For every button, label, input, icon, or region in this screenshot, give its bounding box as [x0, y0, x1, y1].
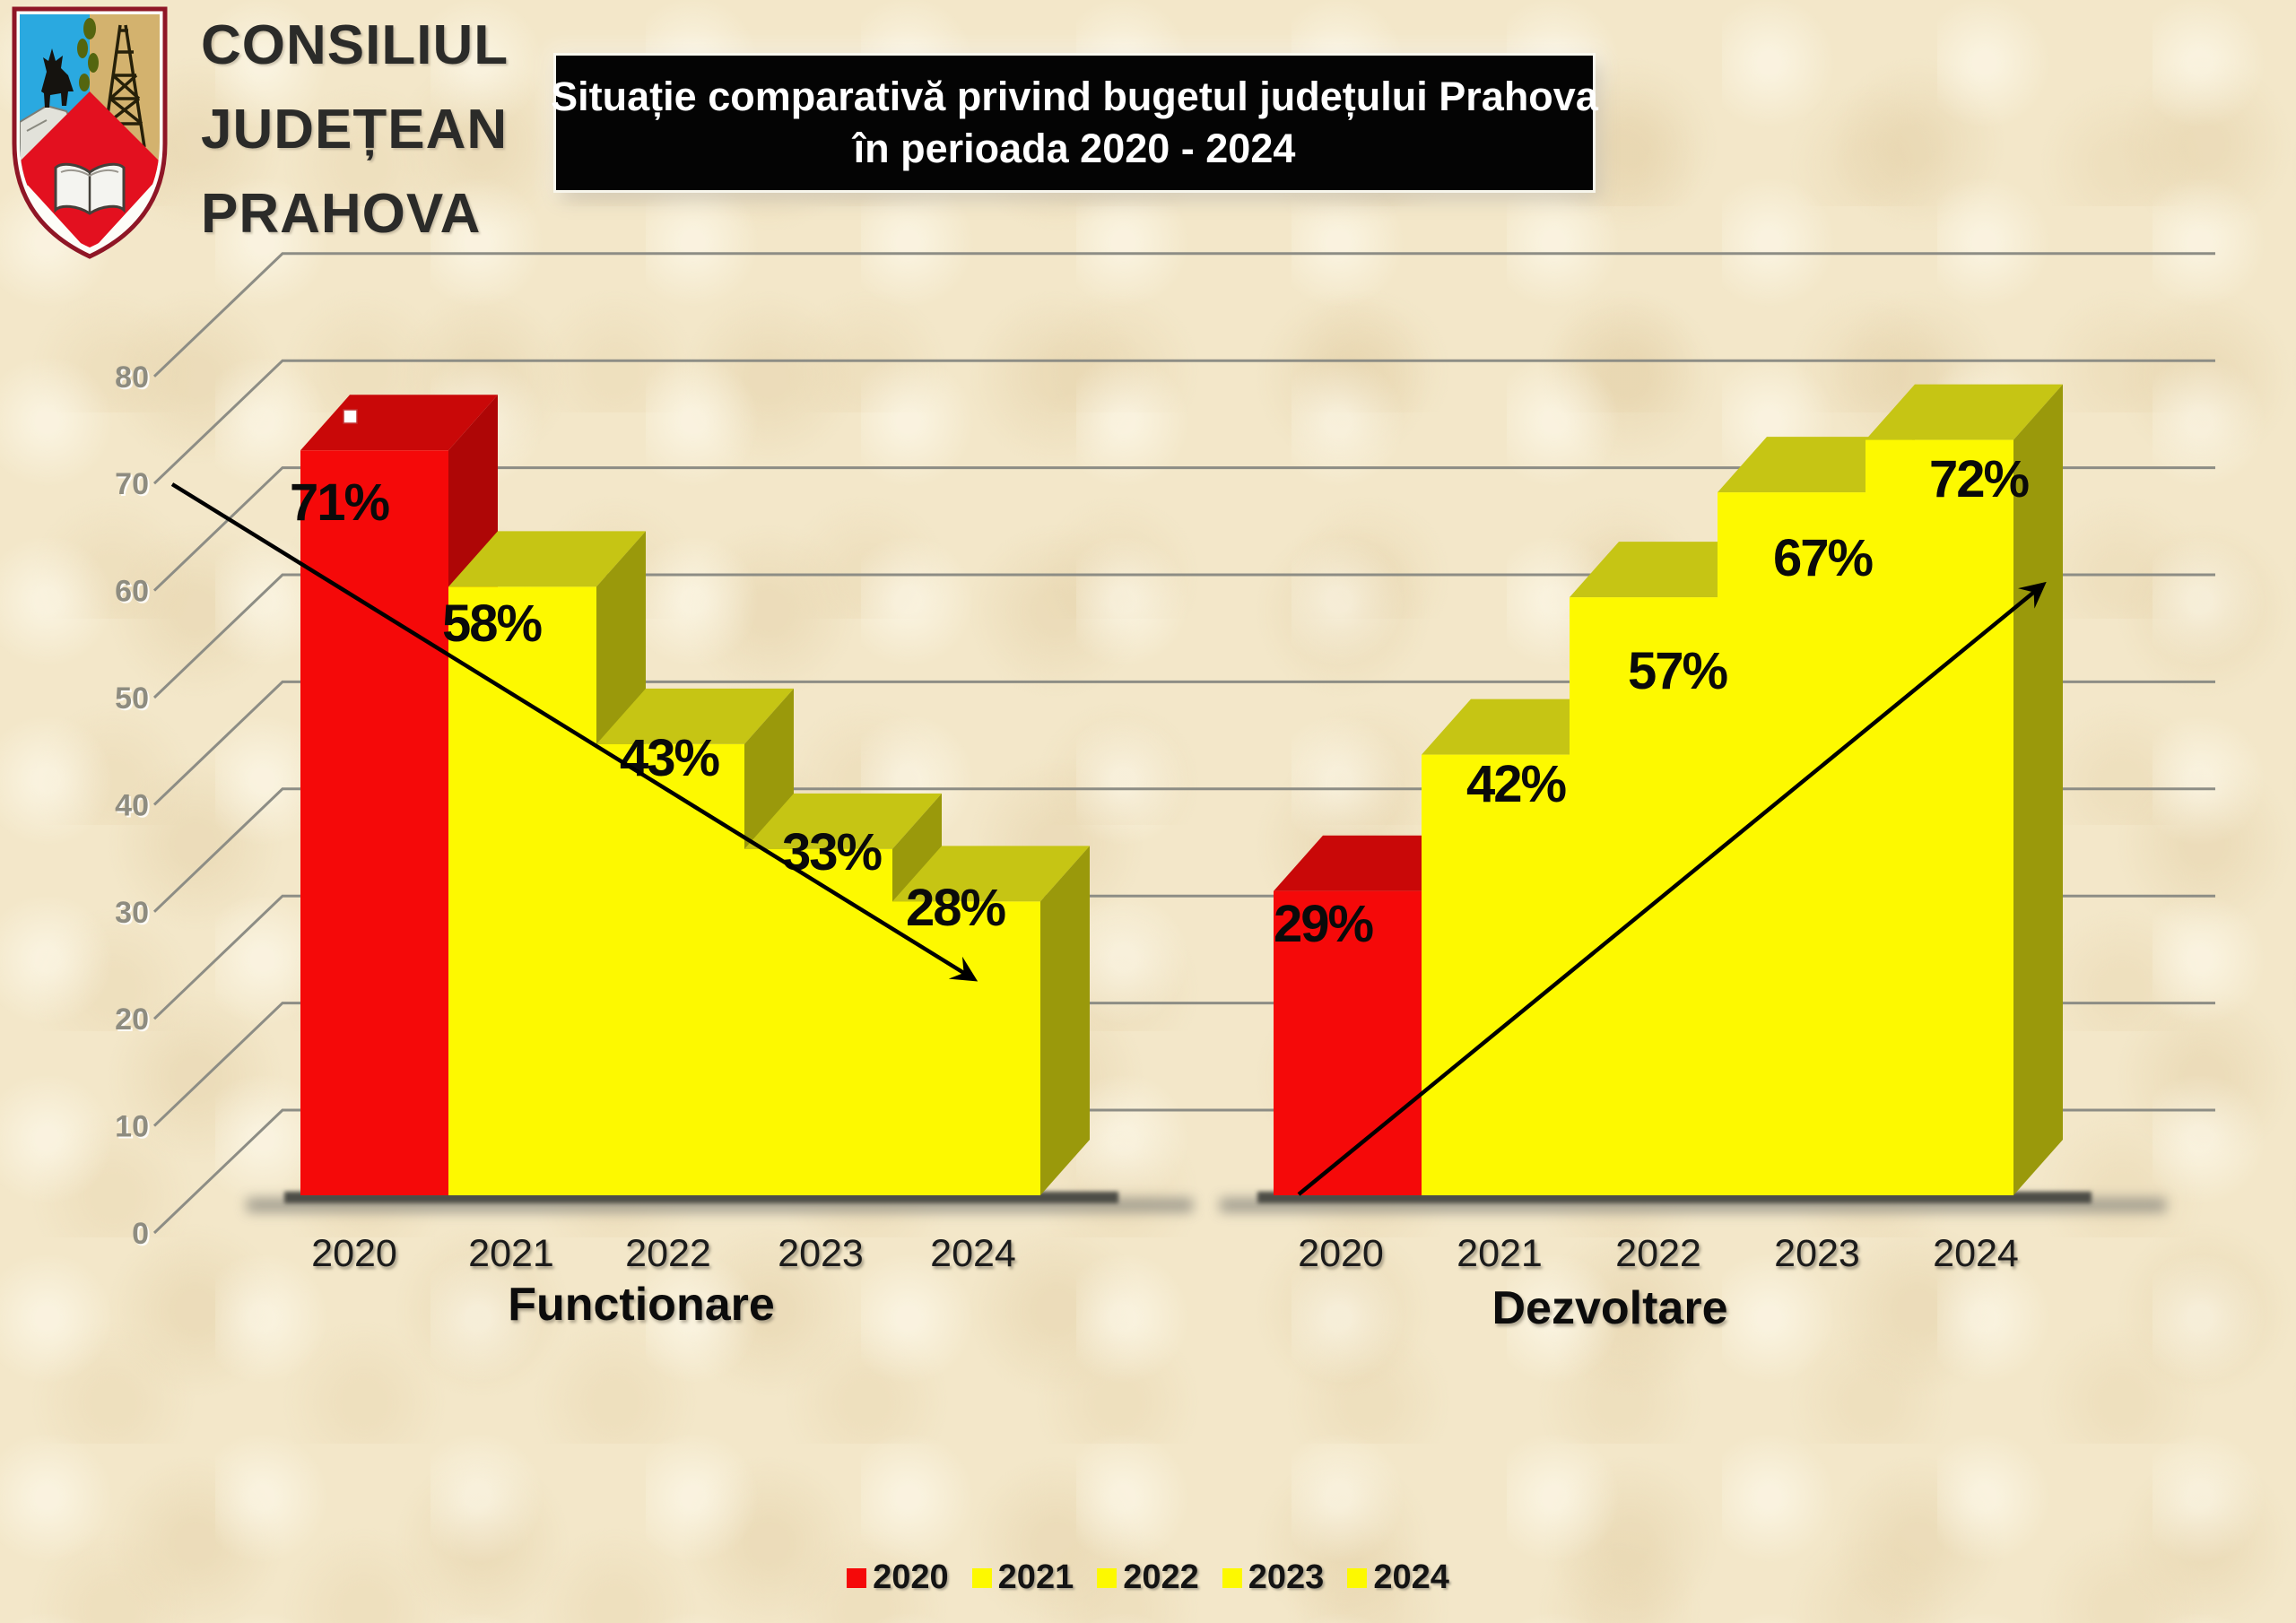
value-label-functionare-2021: 58% — [442, 595, 543, 653]
trend-arrow-up-icon — [1297, 581, 2047, 1196]
y-tick-label-40: 40 — [115, 788, 149, 822]
oil-derrick-icon — [101, 24, 146, 148]
group-label-functionare: Functionare — [508, 1279, 775, 1331]
category-label-dezvoltare-2020: 2020 — [1298, 1232, 1384, 1275]
y-tick-label-70: 70 — [115, 467, 149, 501]
y-tick-label-20: 20 — [115, 1002, 149, 1037]
y-tick-label-60: 60 — [115, 575, 149, 609]
legend-swatch-icon — [1347, 1567, 1368, 1588]
category-label-functionare-2023: 2023 — [778, 1232, 864, 1275]
legend-label: 2022 — [1123, 1558, 1199, 1596]
chamois-icon — [41, 48, 74, 108]
legend-item-2022: 2022 — [1097, 1558, 1199, 1597]
category-label-dezvoltare-2022: 2022 — [1615, 1232, 1701, 1275]
logo-line-2: JUDEȚEAN — [201, 99, 509, 161]
title-line-2: în perioada 2020 - 2024 — [853, 126, 1296, 171]
value-label-dezvoltare-2022: 57% — [1628, 642, 1728, 700]
value-label-functionare-2023: 33% — [782, 823, 883, 881]
legend-item-2024: 2024 — [1347, 1558, 1449, 1597]
category-label-functionare-2020: 2020 — [311, 1232, 397, 1275]
title-line-1: Situație comparativă privind bugetul jud… — [551, 74, 1598, 119]
gridline-80 — [152, 252, 2215, 378]
trend-arrow-down-icon — [170, 482, 978, 982]
legend-item-2023: 2023 — [1222, 1558, 1325, 1597]
value-label-functionare-2024: 28% — [906, 879, 1006, 937]
legend-label: 2024 — [1373, 1558, 1449, 1596]
value-label-dezvoltare-2023: 67% — [1773, 529, 1874, 587]
value-label-dezvoltare-2021: 42% — [1466, 755, 1567, 813]
logo-line-3: PRAHOVA — [201, 183, 482, 245]
y-tick-label-0: 0 — [132, 1217, 149, 1251]
y-tick-label-10: 10 — [115, 1110, 149, 1144]
legend: 2020 2021 2022 2023 2024 — [0, 1558, 2296, 1597]
gridline-70 — [152, 359, 2215, 485]
gridline-50 — [152, 573, 2215, 699]
category-label-dezvoltare-2024: 2024 — [1933, 1232, 2019, 1275]
bar-functionare-2024 — [892, 846, 1090, 1195]
value-label-functionare-2020: 71% — [290, 473, 390, 532]
value-label-dezvoltare-2020: 29% — [1274, 895, 1374, 953]
legend-swatch-icon — [1097, 1567, 1118, 1588]
group-label-dezvoltare: Dezvoltare — [1492, 1282, 1728, 1334]
logo-line-1: CONSILIUL — [201, 14, 509, 76]
legend-item-2020: 2020 — [847, 1558, 949, 1597]
legend-swatch-icon — [971, 1567, 992, 1588]
y-tick-label-80: 80 — [115, 360, 149, 395]
laurel-icon — [77, 18, 99, 91]
legend-label: 2021 — [997, 1558, 1074, 1596]
value-label-dezvoltare-2024: 72% — [1929, 450, 2030, 508]
category-label-functionare-2022: 2022 — [625, 1232, 711, 1275]
legend-swatch-icon — [1222, 1567, 1242, 1588]
legend-swatch-icon — [847, 1567, 867, 1588]
y-tick-label-50: 50 — [115, 681, 149, 716]
logo-text: CONSILIUL JUDEȚEAN PRAHOVA — [201, 4, 509, 256]
category-label-functionare-2021: 2021 — [468, 1232, 554, 1275]
y-tick-label-30: 30 — [115, 896, 149, 930]
coat-of-arms-icon — [12, 6, 168, 259]
category-label-dezvoltare-2021: 2021 — [1457, 1232, 1543, 1275]
gridline-60 — [152, 466, 2215, 592]
legend-label: 2023 — [1248, 1558, 1325, 1596]
category-label-functionare-2024: 2024 — [930, 1232, 1016, 1275]
title-box: Situație comparativă privind bugetul jud… — [551, 56, 1598, 190]
category-label-dezvoltare-2023: 2023 — [1774, 1232, 1860, 1275]
open-book-icon — [54, 162, 126, 215]
legend-item-2021: 2021 — [971, 1558, 1074, 1597]
selection-handle-icon — [343, 409, 358, 424]
legend-label: 2020 — [873, 1558, 949, 1596]
value-label-functionare-2022: 43% — [620, 729, 720, 787]
